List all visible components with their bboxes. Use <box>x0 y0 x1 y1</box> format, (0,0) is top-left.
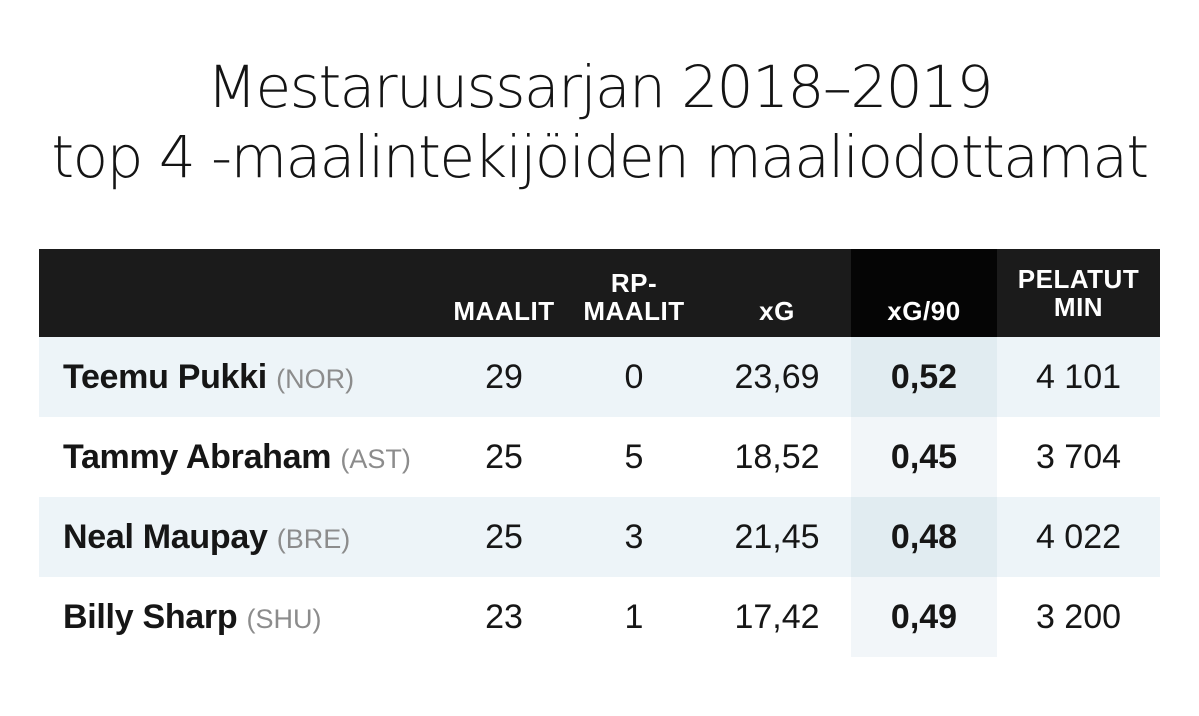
minutes-cell: 4 101 <box>1035 358 1122 396</box>
header-xg: xG <box>759 296 795 326</box>
table-row: Neal Maupay (BRE) 25 3 21,45 0,48 4 022 <box>39 497 1160 577</box>
header-penalty-goals: RP- MAALIT <box>583 268 685 326</box>
header-minutes: PELATUT MIN <box>1017 264 1140 322</box>
goals-cell: 25 <box>485 518 523 556</box>
player-name: Billy Sharp <box>63 598 238 636</box>
xg90-cell: 0,45 <box>890 438 958 476</box>
title-line-2: top 4 -maalintekijöiden maaliodottamat <box>51 123 1149 191</box>
table-row: Teemu Pukki (NOR) 29 0 23,69 0,52 4 101 <box>39 337 1160 417</box>
player-name-cell: Teemu Pukki (NOR) <box>63 337 354 417</box>
minutes-cell: 4 022 <box>1035 518 1122 556</box>
xg90-highlight <box>851 497 997 577</box>
goals-cell: 23 <box>485 598 523 636</box>
xg90-highlight <box>851 577 997 657</box>
player-team: (BRE) <box>276 524 351 554</box>
xg90-cell: 0,49 <box>890 598 958 636</box>
xg90-cell: 0,48 <box>890 518 958 556</box>
xg-cell: 18,52 <box>734 438 820 476</box>
xg-cell: 21,45 <box>734 518 820 556</box>
player-name-cell: Billy Sharp (SHU) <box>63 577 321 657</box>
player-name-cell: Neal Maupay (BRE) <box>63 497 350 577</box>
minutes-cell: 3 200 <box>1035 598 1122 636</box>
title-line-1: Mestaruussarjan 2018–2019 <box>207 53 993 121</box>
goals-cell: 29 <box>485 358 523 396</box>
table-row: Tammy Abraham (AST) 25 5 18,52 0,45 3 70… <box>39 417 1160 497</box>
penalty-goals-cell: 5 <box>624 438 644 476</box>
stats-table: MAALIT RP- MAALIT xG xG/90 PELATUT MIN T… <box>39 249 1160 657</box>
minutes-cell: 3 704 <box>1035 438 1122 476</box>
player-name: Neal Maupay <box>63 518 268 556</box>
penalty-goals-cell: 1 <box>624 598 644 636</box>
penalty-goals-cell: 3 <box>624 518 644 556</box>
player-name-cell: Tammy Abraham (AST) <box>63 417 411 497</box>
player-name: Teemu Pukki <box>63 358 267 396</box>
player-name: Tammy Abraham <box>63 438 332 476</box>
player-team: (AST) <box>340 444 411 474</box>
xg-cell: 17,42 <box>734 598 820 636</box>
header-xg90: xG/90 <box>851 249 997 337</box>
goals-cell: 25 <box>485 438 523 476</box>
xg90-cell: 0,52 <box>890 358 958 396</box>
player-team: (NOR) <box>276 364 355 394</box>
player-team: (SHU) <box>246 604 322 634</box>
header-goals: MAALIT <box>453 296 555 326</box>
xg90-highlight <box>851 417 997 497</box>
xg90-highlight <box>851 337 997 417</box>
chart-title: Mestaruussarjan 2018–2019 top 4 -maalint… <box>0 52 1199 192</box>
table-header: MAALIT RP- MAALIT xG xG/90 PELATUT MIN <box>39 249 1160 337</box>
xg-cell: 23,69 <box>734 358 820 396</box>
penalty-goals-cell: 0 <box>624 358 644 396</box>
table-row: Billy Sharp (SHU) 23 1 17,42 0,49 3 200 <box>39 577 1160 657</box>
